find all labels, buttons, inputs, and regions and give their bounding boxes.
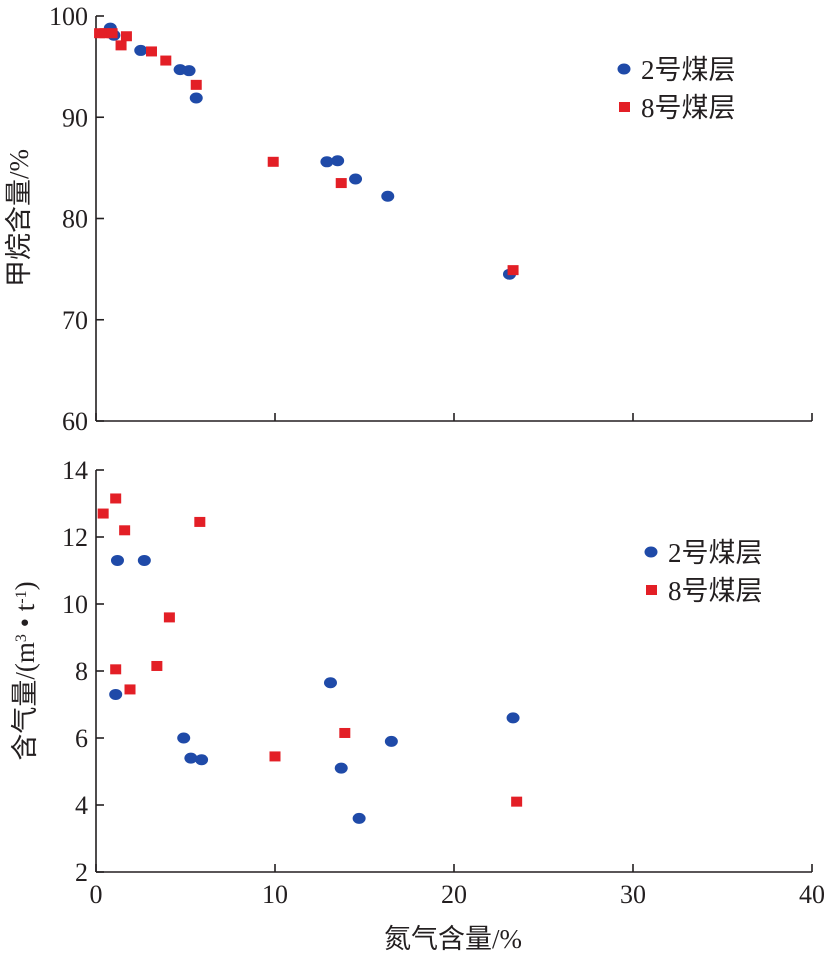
data-point-seam-8 <box>507 265 519 276</box>
data-point-seam-2 <box>137 554 151 566</box>
x-tick-label: 20 <box>441 880 467 909</box>
data-point-seam-2 <box>134 44 148 56</box>
data-point-seam-2 <box>184 752 198 764</box>
legend-label-seam-2: 2号煤层 <box>668 538 763 568</box>
data-point-seam-8 <box>151 660 163 671</box>
y-tick-label: 60 <box>62 407 88 436</box>
data-point-seam-8 <box>119 525 131 536</box>
data-point-seam-8 <box>110 493 122 504</box>
y-tick-label: 80 <box>62 205 88 234</box>
data-point-seam-8 <box>267 156 279 167</box>
x-ticks: 0 10 20 30 40 <box>90 864 825 909</box>
y-tick-label: 6 <box>75 724 88 753</box>
data-point-seam-8 <box>124 684 136 695</box>
data-point-seam-2 <box>349 173 363 185</box>
y-tick-label: 10 <box>62 590 88 619</box>
legend: 2号煤层 8号煤层 <box>617 55 736 123</box>
y-tick-label: 70 <box>62 306 88 335</box>
data-point-seam-2 <box>195 754 209 766</box>
data-point-seam-2 <box>110 554 124 566</box>
data-point-seam-8 <box>335 178 347 189</box>
legend-label-seam-2: 2号煤层 <box>641 55 736 85</box>
x-tick-label: 10 <box>262 880 288 909</box>
x-ticks <box>95 413 813 421</box>
data-point-seam-8 <box>163 612 175 623</box>
y-tick-label: 2 <box>75 858 88 887</box>
y-axis-label-sup-3: 3 <box>13 634 30 642</box>
data-points <box>94 22 519 280</box>
data-point-seam-8 <box>115 40 127 51</box>
data-point-seam-8 <box>97 508 109 519</box>
data-point-seam-2 <box>506 712 520 724</box>
data-point-seam-2 <box>320 156 334 168</box>
y-axis-label-main: 含气量/(m <box>10 642 40 761</box>
legend-marker-seam-2 <box>617 63 631 75</box>
y-axis-label: 甲烷含量/% <box>4 149 34 287</box>
data-point-seam-2 <box>189 92 203 104</box>
methane-chart: 60 70 80 90 100 甲烷含量/% 2号煤层 8号煤层 <box>4 2 813 436</box>
legend: 2号煤层 8号煤层 <box>644 538 763 606</box>
data-point-seam-8 <box>110 664 122 675</box>
y-tick-label: 100 <box>49 2 88 31</box>
y-axis-label-mid: • t <box>10 603 40 634</box>
data-point-seam-2 <box>323 677 337 689</box>
data-point-seam-8 <box>160 55 172 66</box>
y-axis-label: 含气量/(m3 • t-1) <box>10 581 40 760</box>
y-axis-label-end: ) <box>10 581 40 590</box>
data-point-seam-2 <box>177 732 191 744</box>
x-tick-label: 0 <box>90 880 103 909</box>
x-axis-label: 氮气含量/% <box>384 924 522 954</box>
legend-marker-seam-8 <box>619 102 630 112</box>
y-tick-label: 8 <box>75 657 88 686</box>
y-axis-label-sup-minus-1: -1 <box>13 590 30 603</box>
data-point-seam-8 <box>194 516 206 527</box>
legend-label-seam-8: 8号煤层 <box>668 576 763 606</box>
y-ticks: 2 4 6 8 10 12 14 <box>62 456 104 887</box>
legend-label-seam-8: 8号煤层 <box>641 93 736 123</box>
y-ticks: 60 70 80 90 100 <box>49 2 104 436</box>
data-point-seam-2 <box>331 155 345 167</box>
data-point-seam-2 <box>334 762 348 774</box>
data-point-seam-8 <box>120 31 132 42</box>
data-point-seam-8 <box>106 28 118 39</box>
x-tick-label: 40 <box>799 880 825 909</box>
y-tick-label: 90 <box>62 103 88 132</box>
data-point-seam-2 <box>109 688 123 700</box>
y-tick-label: 4 <box>75 791 88 820</box>
data-point-seam-2 <box>182 65 196 77</box>
y-tick-label: 14 <box>62 456 88 485</box>
data-point-seam-8 <box>190 79 202 90</box>
data-points <box>97 493 523 824</box>
data-point-seam-8 <box>145 46 157 57</box>
data-point-seam-2 <box>352 812 366 824</box>
data-point-seam-8 <box>339 727 351 738</box>
data-point-seam-8 <box>511 796 523 807</box>
data-point-seam-2 <box>384 735 398 747</box>
x-tick-label: 30 <box>620 880 646 909</box>
data-point-seam-2 <box>381 190 395 202</box>
data-point-seam-8 <box>99 28 111 39</box>
legend-marker-seam-2 <box>644 546 658 558</box>
legend-marker-seam-8 <box>646 585 657 595</box>
data-point-seam-8 <box>269 751 281 762</box>
gas-content-chart: 2 4 6 8 10 12 14 0 10 20 30 40 含气量/(m3 • t-1) 氮气含量… <box>10 456 825 954</box>
y-tick-label: 12 <box>62 523 88 552</box>
